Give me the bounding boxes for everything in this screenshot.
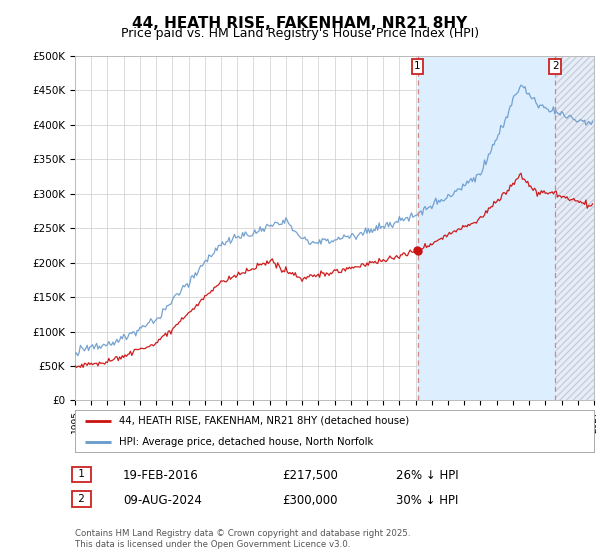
Bar — [556, 56, 594, 400]
Text: 2: 2 — [552, 61, 559, 71]
Text: 09-AUG-2024: 09-AUG-2024 — [123, 494, 202, 507]
Text: 44, HEATH RISE, FAKENHAM, NR21 8HY: 44, HEATH RISE, FAKENHAM, NR21 8HY — [133, 16, 467, 31]
Text: 1: 1 — [414, 61, 421, 71]
Text: 19-FEB-2016: 19-FEB-2016 — [123, 469, 199, 482]
Text: 2: 2 — [75, 494, 88, 504]
Text: £300,000: £300,000 — [282, 494, 337, 507]
Text: 1: 1 — [75, 469, 88, 479]
Bar — [556, 56, 594, 400]
Text: £217,500: £217,500 — [282, 469, 338, 482]
Text: 44, HEATH RISE, FAKENHAM, NR21 8HY (detached house): 44, HEATH RISE, FAKENHAM, NR21 8HY (deta… — [119, 416, 409, 426]
Text: Price paid vs. HM Land Registry's House Price Index (HPI): Price paid vs. HM Land Registry's House … — [121, 27, 479, 40]
Text: HPI: Average price, detached house, North Norfolk: HPI: Average price, detached house, Nort… — [119, 437, 373, 447]
Text: 30% ↓ HPI: 30% ↓ HPI — [396, 494, 458, 507]
Text: 26% ↓ HPI: 26% ↓ HPI — [396, 469, 458, 482]
Bar — [418, 56, 556, 400]
Text: Contains HM Land Registry data © Crown copyright and database right 2025.
This d: Contains HM Land Registry data © Crown c… — [75, 529, 410, 549]
